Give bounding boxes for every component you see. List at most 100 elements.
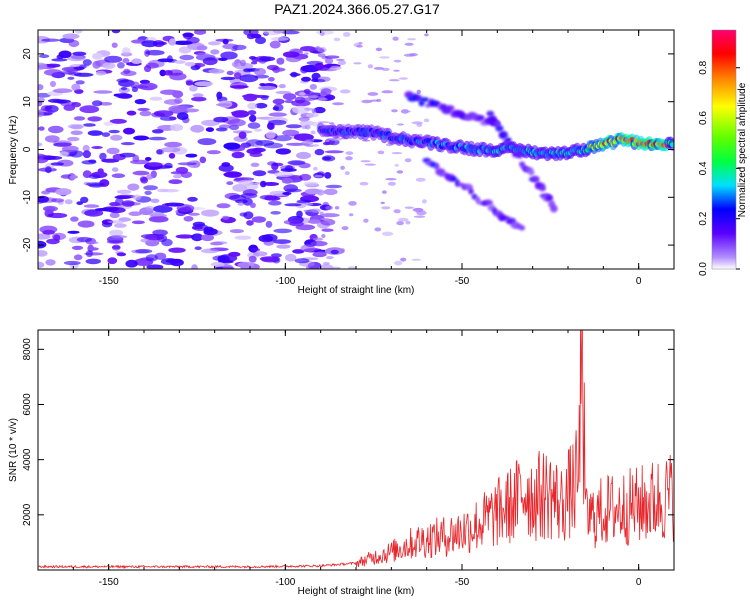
spectrogram-noise-blob	[201, 209, 220, 217]
spectrogram-noise-blob	[306, 60, 324, 66]
spectrogram-noise-blob	[229, 194, 247, 202]
spectrogram-noise-blob	[160, 89, 180, 95]
spectrogram-noise-blob	[63, 260, 81, 266]
spectrogram-noise-blob	[132, 194, 142, 201]
spectrogram-noise-blob	[308, 95, 319, 99]
spectrogram-noise-blob	[325, 205, 333, 210]
spectrogram-noise-blob	[83, 204, 100, 208]
spectrogram-noise-blob	[263, 240, 275, 246]
spectrogram-noise-blob	[284, 203, 302, 207]
spectrogram-noise-blob	[298, 92, 306, 96]
spectrogram-noise-blob	[102, 62, 116, 69]
spectrogram-noise-blob	[164, 162, 173, 169]
spectrogram-branch-blob	[420, 97, 429, 103]
spectrogram-noise-blob	[104, 55, 123, 63]
x-tick-label: -50	[455, 577, 470, 588]
spectrogram-noise-blob	[291, 99, 311, 107]
spectrogram-noise-blob	[215, 127, 228, 132]
spectrogram-noise-blob	[396, 123, 404, 126]
spectrogram-noise-blob	[168, 38, 176, 46]
x-tick-label: -100	[275, 577, 295, 588]
spectrogram-noise-blob	[316, 30, 334, 35]
spectrogram-noise-blob	[246, 33, 256, 40]
spectrogram-noise-blob	[40, 105, 52, 112]
spectrogram-tone-core	[670, 142, 674, 148]
spectrogram-noise-blob	[311, 144, 320, 147]
colorbar-tick-label: 0.2	[698, 211, 709, 225]
spectrogram-noise-blob	[59, 151, 69, 157]
spectrogram-noise-blob	[220, 76, 236, 81]
spectrogram-noise-blob	[38, 126, 45, 131]
spectrogram-noise-blob	[165, 258, 182, 264]
spectrogram-noise-blob	[382, 190, 387, 194]
spectrogram-noise-blob	[116, 189, 132, 194]
spectrogram-noise-blob	[208, 68, 225, 74]
spectrogram-noise-blob	[82, 144, 90, 152]
spectrogram-noise-blob	[273, 228, 293, 234]
spectrogram-noise-blob	[359, 181, 369, 186]
spectrogram-noise-blob	[416, 122, 423, 127]
spectrogram-noise-blob	[379, 56, 390, 59]
spectrogram-noise-blob	[175, 234, 195, 239]
spectrogram-noise-blob	[303, 209, 314, 213]
spectrogram-noise-blob	[192, 221, 205, 228]
spectrogram-noise-blob	[255, 36, 266, 45]
x-tick-label: 0	[636, 577, 642, 588]
spectrogram-noise-blob	[221, 215, 230, 220]
spectrogram-noise-blob	[83, 123, 96, 127]
spectrogram-noise-blob	[303, 181, 319, 186]
spectrogram-noise-blob	[380, 201, 385, 205]
spectrogram-noise-blob	[73, 254, 83, 261]
spectrogram-noise-blob	[145, 62, 159, 69]
spectrogram-noise-blob	[55, 188, 72, 196]
spectrogram-noise-blob	[184, 61, 196, 67]
spectrogram-noise-blob	[179, 54, 194, 61]
spectrogram-noise-blob	[332, 102, 344, 106]
spectrogram-noise-blob	[413, 215, 426, 218]
spectrogram-noise-blob	[240, 59, 246, 67]
spectrogram-noise-blob	[290, 71, 298, 78]
spectrogram-noise-blob	[148, 136, 167, 141]
spectrogram-branch-blob	[483, 199, 493, 206]
spectrogram-noise-blob	[111, 173, 126, 178]
spectrogram-noise-blob	[262, 233, 278, 242]
spectrogram-noise-blob	[228, 251, 241, 257]
spectrogram-noise-blob	[242, 189, 258, 196]
spectrogram-noise-blob	[188, 212, 200, 216]
spectrogram-noise-blob	[248, 255, 257, 263]
spectrogram-noise-blob	[74, 72, 94, 77]
spectrogram-noise-blob	[118, 217, 131, 222]
spectrogram-noise-blob	[282, 129, 300, 137]
spectrogram-noise-blob	[268, 77, 275, 82]
spectrogram-branch-blob	[478, 115, 485, 121]
spectrogram-noise-blob	[57, 142, 72, 147]
spectrogram-noise-blob	[329, 122, 335, 125]
spectrogram-noise-blob	[411, 258, 422, 261]
spectrogram-noise-blob	[254, 67, 266, 76]
spectrogram-noise-blob	[285, 253, 297, 262]
spectrogram-noise-blob	[64, 199, 73, 205]
spectrogram-noise-blob	[325, 184, 342, 189]
spectrogram-noise-blob	[333, 37, 341, 42]
spectrogram-branch-blob	[414, 94, 423, 102]
spectrogram-noise-blob	[194, 246, 202, 250]
spectrogram-noise-blob	[330, 137, 342, 142]
spectrogram-noise-blob	[190, 64, 200, 71]
spectrogram-noise-blob	[91, 100, 103, 107]
spectrogram-noise-blob	[294, 258, 310, 264]
spectrogram-noise-blob	[270, 253, 282, 258]
spectrogram-noise-blob	[163, 70, 173, 76]
spectrogram-noise-blob	[275, 90, 292, 95]
colorbar-label: Normalized spectral amplitude	[737, 82, 748, 217]
spectrogram-noise-blob	[286, 142, 306, 146]
spectrogram-noise-blob	[321, 155, 336, 162]
spectrogram-noise-blob	[320, 213, 340, 218]
spectrogram-noise-blob	[50, 162, 64, 166]
spectrogram-noise-blob	[273, 239, 291, 245]
spectrogram-noise-blob	[190, 124, 205, 133]
spectrogram-noise-blob	[304, 52, 309, 55]
spectrogram-noise-blob	[320, 88, 332, 96]
spectrogram-noise-blob	[122, 58, 130, 64]
spectrogram-noise-blob	[50, 80, 56, 88]
spectrogram-noise-blob	[131, 220, 145, 225]
